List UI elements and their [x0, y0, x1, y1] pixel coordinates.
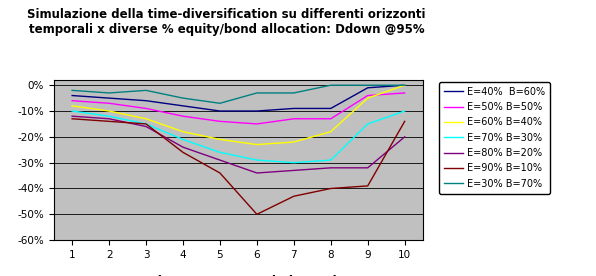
E=80% B=20% [179, 145, 187, 149]
E=70% B=30% [69, 109, 76, 113]
E=60% B=40% [401, 84, 408, 87]
E=90% B=10% [216, 171, 224, 175]
E=50% B=50% [364, 94, 371, 97]
E=60% B=40% [179, 130, 187, 133]
E=70% B=30% [142, 122, 150, 126]
E=80% B=20% [327, 166, 334, 169]
E=80% B=20% [364, 166, 371, 169]
Line: E=40%  B=60%: E=40% B=60% [72, 85, 405, 111]
E=70% B=30% [401, 109, 408, 113]
E=60% B=40% [69, 104, 76, 108]
E=50% B=50% [179, 115, 187, 118]
Line: E=30% B=70%: E=30% B=70% [72, 85, 405, 103]
E=30% B=70% [327, 84, 334, 87]
E=60% B=40% [216, 138, 224, 141]
E=50% B=50% [327, 117, 334, 120]
Line: E=50% B=50%: E=50% B=50% [72, 93, 405, 124]
E=30% B=70% [105, 91, 113, 95]
E=50% B=50% [105, 102, 113, 105]
E=50% B=50% [142, 107, 150, 110]
E=70% B=30% [290, 161, 297, 164]
E=60% B=40% [364, 96, 371, 100]
E=40%  B=60% [216, 109, 224, 113]
E=60% B=40% [105, 109, 113, 113]
E=50% B=50% [69, 99, 76, 102]
E=50% B=50% [216, 120, 224, 123]
E=30% B=70% [216, 102, 224, 105]
Line: E=60% B=40%: E=60% B=40% [72, 85, 405, 145]
E=70% B=30% [364, 122, 371, 126]
E=90% B=10% [253, 213, 260, 216]
E=80% B=20% [290, 169, 297, 172]
E=30% B=70% [364, 84, 371, 87]
E=60% B=40% [290, 140, 297, 144]
E=40%  B=60% [179, 104, 187, 108]
Legend: E=40%  B=60%, E=50% B=50%, E=60% B=40%, E=70% B=30%, E=80% B=20%, E=90% B=10%, E: E=40% B=60%, E=50% B=50%, E=60% B=40%, E… [439, 82, 550, 193]
E=40%  B=60% [327, 107, 334, 110]
E=80% B=20% [216, 158, 224, 162]
E=80% B=20% [401, 135, 408, 139]
Text: Simulazione della time-diversification su differenti orizzonti
temporali x diver: Simulazione della time-diversification s… [27, 8, 426, 36]
E=90% B=10% [105, 120, 113, 123]
E=70% B=30% [327, 158, 334, 162]
E=50% B=50% [401, 91, 408, 95]
E=40%  B=60% [253, 109, 260, 113]
E=30% B=70% [290, 91, 297, 95]
Text: Orizzonte temporale in anni: Orizzonte temporale in anni [141, 275, 336, 276]
E=90% B=10% [179, 151, 187, 154]
E=50% B=50% [290, 117, 297, 120]
E=50% B=50% [253, 122, 260, 126]
E=30% B=70% [142, 89, 150, 92]
E=80% B=20% [69, 115, 76, 118]
E=90% B=10% [69, 117, 76, 120]
E=40%  B=60% [105, 96, 113, 100]
Line: E=80% B=20%: E=80% B=20% [72, 116, 405, 173]
E=30% B=70% [179, 96, 187, 100]
E=90% B=10% [290, 195, 297, 198]
E=40%  B=60% [364, 86, 371, 89]
E=40%  B=60% [290, 107, 297, 110]
E=60% B=40% [327, 130, 334, 133]
E=80% B=20% [105, 117, 113, 120]
E=90% B=10% [327, 187, 334, 190]
E=80% B=20% [142, 125, 150, 128]
E=70% B=30% [179, 138, 187, 141]
E=70% B=30% [253, 158, 260, 162]
E=30% B=70% [69, 89, 76, 92]
E=80% B=20% [253, 171, 260, 175]
E=90% B=10% [364, 184, 371, 188]
Line: E=70% B=30%: E=70% B=30% [72, 111, 405, 163]
E=40%  B=60% [69, 94, 76, 97]
E=40%  B=60% [401, 84, 408, 87]
E=40%  B=60% [142, 99, 150, 102]
E=60% B=40% [142, 117, 150, 120]
E=30% B=70% [401, 84, 408, 87]
Line: E=90% B=10%: E=90% B=10% [72, 119, 405, 214]
E=90% B=10% [401, 120, 408, 123]
E=30% B=70% [253, 91, 260, 95]
E=70% B=30% [216, 151, 224, 154]
E=60% B=40% [253, 143, 260, 146]
E=90% B=10% [142, 122, 150, 126]
E=70% B=30% [105, 115, 113, 118]
